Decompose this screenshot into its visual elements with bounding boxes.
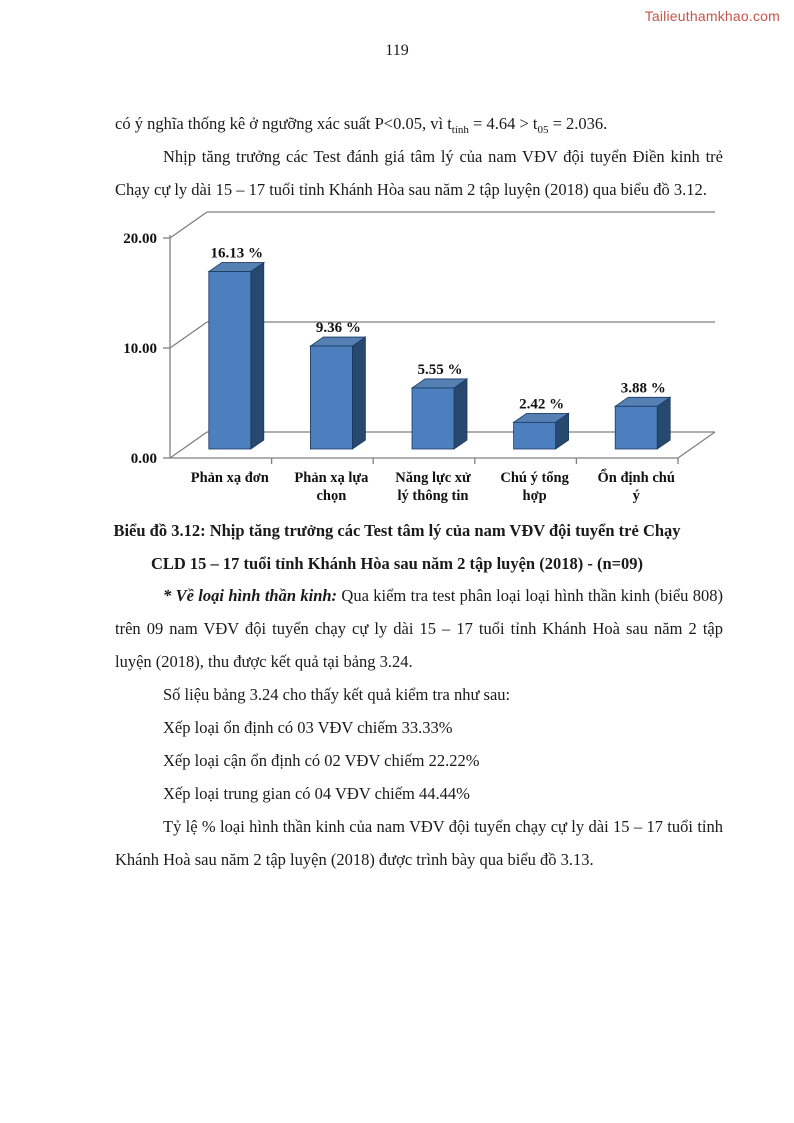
category-label: ý [633, 488, 641, 504]
paragraph-significance: có ý nghĩa thống kê ở ngưỡng xác suất P<… [115, 107, 723, 140]
nerve-type-rest: Qua kiểm tra test phân loại loại hình th… [115, 586, 724, 671]
category-label: Phản xạ lựa [294, 470, 369, 486]
bar [513, 421, 557, 450]
p1-text: có ý nghĩa thống kê ở ngưỡng xác suất P<… [115, 114, 452, 133]
subscript-t-tinh: tính [451, 124, 469, 136]
paragraph-nerve-type: * Về loại hình thần kinh: Qua kiểm tra t… [115, 579, 723, 678]
page-number: 119 [385, 42, 409, 59]
category-label: Chú ý tổng [500, 470, 569, 486]
bar-side-face [250, 261, 265, 450]
chart-caption-line2: CLD 15 – 17 tuổi tỉnh Khánh Hòa sau năm … [150, 554, 644, 573]
bar-data-label: 16.13 % [211, 246, 263, 262]
growth-bar-chart: 0.00 10.00 20.00 16.13 % 9.36 % 5.55 % 2.42 % 3… [100, 205, 750, 515]
category-label: hợp [523, 488, 547, 504]
chart-caption-line1: Biểu đồ 3.12: Nhịp tăng trưởng các Test … [113, 521, 681, 540]
bar-data-label: 5.55 % [418, 362, 463, 378]
list-item-intermediate: Xếp loại trung gian có 04 VĐV chiếm 44.4… [163, 784, 470, 803]
y-axis-label: 10.00 [123, 341, 157, 357]
p1-text: = 2.036. [548, 114, 608, 133]
chart-caption: Biểu đồ 3.12: Nhịp tăng trưởng các Test … [75, 514, 719, 580]
category-label: Năng lực xử [395, 470, 471, 486]
depth-connector-line [169, 321, 208, 349]
nerve-type-lead: * Về loại hình thần kinh: [163, 586, 338, 605]
subscript-t05: 05 [537, 124, 549, 136]
category-label: Ổn định chú [598, 468, 675, 486]
bar-data-label: 3.88 % [621, 380, 666, 396]
bar [614, 405, 658, 450]
bar-side-face [453, 378, 468, 450]
paragraph-ratio-summary: Tỷ lệ % loại hình thần kinh của nam VĐV … [115, 817, 723, 869]
category-label: Phản xạ đơn [191, 470, 269, 486]
depth-connector-line [169, 211, 208, 239]
intro-text-block: có ý nghĩa thống kê ở ngưỡng xác suất P<… [115, 107, 723, 206]
body-text-block: * Về loại hình thần kinh: Qua kiểm tra t… [115, 579, 723, 876]
bar [208, 271, 252, 450]
bar-data-label: 9.36 % [316, 320, 361, 336]
paragraph-growth-intro: Nhịp tăng trưởng các Test đánh giá tâm l… [115, 147, 723, 199]
bar-side-face [351, 336, 366, 450]
floor-right-edge [677, 431, 716, 459]
growth-chart-canvas: 0.00 10.00 20.00 16.13 % 9.36 % 5.55 % 2.42 % 3… [123, 211, 716, 504]
y-axis-label: 0.00 [131, 451, 157, 467]
list-item-stable: Xếp loại ổn định có 03 VĐV chiếm 33.33% [163, 718, 453, 737]
site-watermark: Tailieuthamkhao.com [644, 8, 780, 24]
bar [411, 387, 455, 450]
paragraph-table-result: Số liệu bảng 3.24 cho thấy kết quả kiểm … [163, 685, 511, 704]
y-axis-label: 20.00 [123, 231, 157, 247]
depth-connector-line [169, 431, 208, 459]
bar-data-label: 2.42 % [519, 396, 564, 412]
p1-text: = 4.64 > t [468, 114, 538, 133]
list-item-near-stable: Xếp loại cận ổn định có 02 VĐV chiếm 22.… [163, 751, 480, 770]
category-label: chọn [316, 488, 346, 504]
category-label: lý thông tin [398, 488, 469, 504]
bar [309, 345, 353, 450]
